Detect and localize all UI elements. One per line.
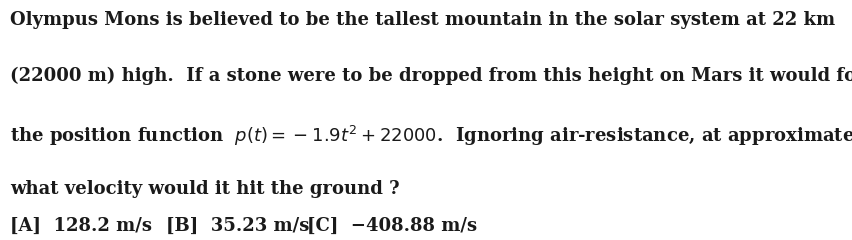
Text: [A]  128.2 m/s: [A] 128.2 m/s <box>10 217 153 235</box>
Text: what velocity would it hit the ground ?: what velocity would it hit the ground ? <box>10 180 400 198</box>
Text: (22000 m) high.  If a stone were to be dropped from this height on Mars it would: (22000 m) high. If a stone were to be dr… <box>10 67 852 85</box>
Text: [B]  35.23 m/s: [B] 35.23 m/s <box>166 217 309 235</box>
Text: [C]  −408.88 m/s: [C] −408.88 m/s <box>307 217 477 235</box>
Text: the position function  $p(t) = -1.9t^2 + 22000$.  Ignoring air-resistance, at ap: the position function $p(t) = -1.9t^2 + … <box>10 124 852 148</box>
Text: Olympus Mons is believed to be the tallest mountain in the solar system at 22 km: Olympus Mons is believed to be the talle… <box>10 11 835 29</box>
